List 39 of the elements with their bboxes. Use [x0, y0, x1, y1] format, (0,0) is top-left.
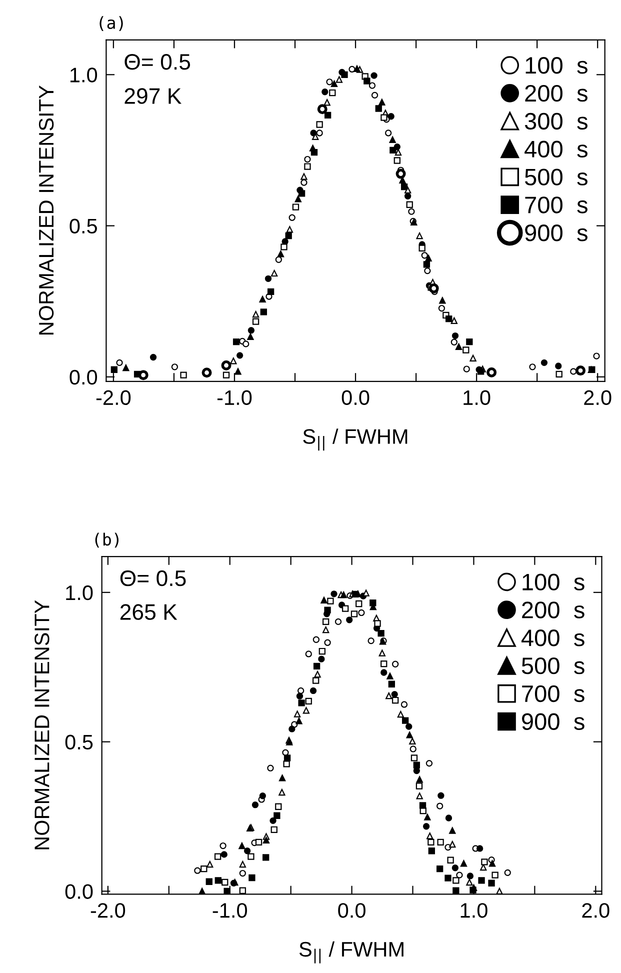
y-axis-title: NORMALIZED INTENSITY — [34, 600, 50, 850]
x-axis-title: S$_{||}$ / FWHM — [299, 941, 404, 964]
y-axis-title: NORMALIZED INTENSITY — [38, 86, 54, 335]
chart-title: (b) — [95, 532, 118, 548]
x-tick-label: 2.0 — [582, 903, 610, 918]
x-tick-label: 0.0 — [342, 390, 370, 406]
x-tick-label: 0.0 — [338, 903, 366, 918]
legend-label: 700 s — [522, 685, 584, 702]
legend-label: 100 s — [522, 574, 584, 590]
x-tick-label: -2.0 — [96, 390, 131, 406]
annotation: Θ= 0.5 — [120, 570, 186, 586]
y-tick-label: 0.0 — [65, 884, 93, 899]
y-tick-label: 0.0 — [70, 370, 98, 385]
legend-label: 700 s — [525, 196, 588, 214]
legend-label: 400 s — [521, 630, 584, 646]
legend-label: 200 s — [525, 84, 588, 102]
legend-label: 300 s — [524, 112, 588, 130]
legend-label: 400 s — [524, 140, 588, 158]
x-tick-label: 1.0 — [464, 390, 490, 406]
y-tick-label: 1.0 — [66, 585, 93, 600]
y-tick-label: 0.5 — [70, 218, 97, 234]
x-axis-title: S$_{||}$ / FWHM — [303, 428, 408, 451]
legend-label: 200 s — [522, 602, 584, 618]
legend-label: 500 s — [524, 168, 588, 186]
annotation: 265 K — [120, 604, 178, 620]
legend-label: 500 s — [522, 657, 584, 674]
x-tick-label: -1.0 — [212, 903, 248, 918]
x-tick-label: 1.0 — [460, 903, 488, 918]
chart-title: (a) — [100, 16, 123, 31]
legend-label: 900 s — [525, 224, 588, 242]
y-tick-label: 1.0 — [70, 68, 98, 82]
x-tick-label: 2.0 — [584, 390, 612, 406]
x-tick-label: -1.0 — [217, 390, 252, 406]
y-tick-label: 0.5 — [65, 734, 93, 750]
legend-label: 100 s — [526, 57, 588, 74]
annotation: Θ= 0.5 — [124, 54, 190, 70]
legend-label: 900 s — [522, 713, 584, 730]
x-tick-label: -2.0 — [90, 903, 126, 918]
annotation: 297 K — [124, 88, 182, 104]
